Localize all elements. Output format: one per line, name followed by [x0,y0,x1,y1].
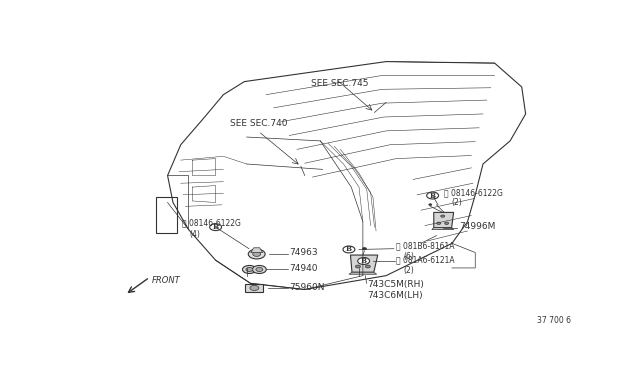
Text: 743C6M(LH): 743C6M(LH) [367,291,422,300]
Text: Ⓑ 08146-6122G: Ⓑ 08146-6122G [182,219,241,228]
Circle shape [250,285,259,291]
Text: (6): (6) [404,252,415,261]
Polygon shape [432,228,454,230]
Text: 74963: 74963 [289,248,318,257]
Circle shape [362,257,367,260]
Text: (4): (4) [189,230,200,239]
Circle shape [343,246,355,253]
Circle shape [210,224,221,231]
Text: 74940: 74940 [289,264,317,273]
Text: B: B [346,246,352,253]
Circle shape [256,267,263,272]
Circle shape [365,265,371,268]
Polygon shape [251,248,262,253]
Text: B: B [361,257,367,265]
Polygon shape [434,212,454,228]
Circle shape [355,265,360,268]
Text: Ⓑ 08146-6122G: Ⓑ 08146-6122G [444,188,503,197]
Text: Ⓑ 081B6-8161A: Ⓑ 081B6-8161A [396,241,454,250]
Text: SEE SEC.740: SEE SEC.740 [230,119,288,128]
Circle shape [436,222,441,224]
Text: 37 700 6: 37 700 6 [537,316,572,325]
Circle shape [362,247,367,250]
Text: FRONT: FRONT [152,276,181,285]
Text: SEE SEC.745: SEE SEC.745 [311,78,369,88]
Text: Ⓑ 081A6-6121A: Ⓑ 081A6-6121A [396,255,455,264]
Text: 74996M: 74996M [459,222,495,231]
Text: 75960N: 75960N [289,283,324,292]
Text: (2): (2) [452,198,463,207]
Circle shape [429,204,432,205]
Circle shape [441,215,445,217]
Circle shape [445,222,449,224]
Text: B: B [212,223,219,231]
Polygon shape [351,255,378,272]
FancyBboxPatch shape [246,284,263,292]
Text: (2): (2) [404,266,414,275]
Text: B: B [429,192,436,199]
Text: 743C5M(RH): 743C5M(RH) [367,280,424,289]
Polygon shape [349,272,377,274]
Circle shape [252,266,266,273]
Circle shape [243,266,257,273]
Circle shape [253,252,260,256]
Circle shape [358,257,370,264]
Circle shape [427,192,438,199]
Circle shape [246,267,253,272]
Circle shape [248,249,265,259]
